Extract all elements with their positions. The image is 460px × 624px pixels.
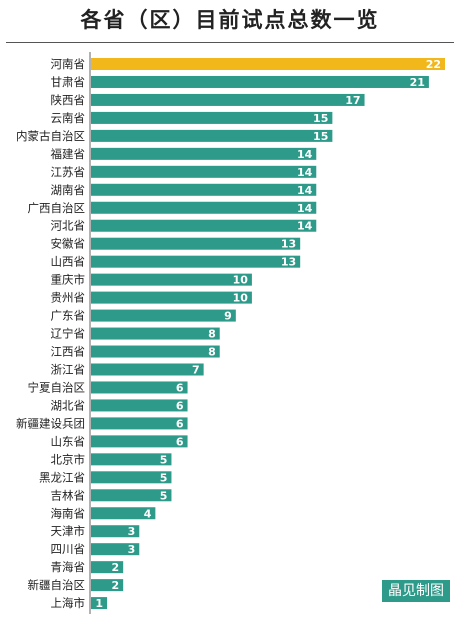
data-label: 6	[176, 399, 184, 412]
data-label: 4	[144, 507, 152, 520]
bar	[91, 363, 204, 376]
data-label: 22	[426, 58, 441, 71]
category-label: 重庆市	[51, 273, 86, 287]
bar	[91, 471, 172, 484]
data-label: 15	[313, 130, 328, 143]
category-label: 浙江省	[51, 362, 86, 376]
data-label: 5	[160, 471, 168, 484]
bar	[91, 381, 188, 394]
data-label: 2	[112, 561, 120, 574]
data-label: 5	[160, 489, 168, 502]
bar	[91, 597, 108, 610]
category-label: 贵州省	[51, 291, 86, 305]
bar	[91, 309, 236, 322]
data-label: 6	[176, 381, 184, 394]
data-label: 2	[112, 579, 120, 592]
bar	[91, 507, 156, 520]
category-label: 四川省	[51, 542, 86, 556]
bar	[91, 453, 172, 466]
category-label: 上海市	[51, 596, 86, 610]
data-label: 13	[281, 238, 296, 251]
category-label: 河南省	[51, 57, 86, 71]
chart-title: 各省（区）目前试点总数一览	[80, 8, 380, 32]
category-label: 宁夏自治区	[28, 380, 86, 394]
data-label: 14	[297, 202, 313, 215]
category-label: 江苏省	[51, 165, 86, 179]
bar	[91, 129, 333, 142]
credit-badge: 晶见制图	[382, 580, 450, 602]
bar	[91, 489, 172, 502]
data-label: 14	[297, 148, 313, 161]
category-label: 青海省	[51, 560, 86, 574]
bar	[91, 345, 220, 358]
bar	[91, 183, 317, 196]
data-label: 9	[224, 310, 232, 323]
data-label: 14	[297, 166, 313, 179]
data-label: 1	[95, 597, 103, 610]
category-label: 安徽省	[51, 237, 86, 251]
bar	[91, 579, 124, 592]
bar	[91, 525, 140, 538]
category-label: 广西自治区	[28, 201, 86, 215]
data-label: 10	[233, 274, 249, 287]
bar	[91, 93, 365, 106]
bar	[91, 237, 301, 250]
category-label: 湖北省	[51, 398, 86, 412]
category-label: 黑龙江省	[39, 470, 85, 484]
category-label: 云南省	[51, 111, 86, 125]
bar	[91, 273, 252, 286]
data-label: 15	[313, 112, 328, 125]
data-label: 17	[345, 94, 360, 107]
bar	[91, 201, 317, 214]
bar	[91, 75, 429, 88]
bar	[91, 58, 445, 70]
data-label: 13	[281, 256, 296, 269]
bar	[91, 543, 140, 556]
category-label: 山东省	[51, 434, 86, 448]
bar	[91, 291, 252, 304]
category-label: 山西省	[51, 255, 86, 269]
bar	[91, 255, 301, 268]
category-label: 河北省	[51, 219, 86, 233]
bar	[91, 147, 317, 160]
category-label: 内蒙古自治区	[16, 129, 85, 143]
category-label: 海南省	[51, 506, 86, 520]
category-label: 福建省	[51, 147, 86, 161]
data-label: 5	[160, 453, 168, 466]
data-label: 7	[192, 363, 200, 376]
category-label: 广东省	[51, 309, 86, 323]
data-label: 21	[410, 76, 425, 89]
category-label: 陕西省	[51, 93, 86, 107]
data-label: 6	[176, 417, 184, 430]
category-label: 辽宁省	[51, 327, 86, 341]
bar	[91, 435, 188, 448]
category-label: 甘肃省	[51, 75, 86, 89]
data-label: 6	[176, 435, 184, 448]
bar	[91, 327, 220, 340]
category-label: 吉林省	[51, 488, 86, 502]
category-label: 江西省	[51, 345, 86, 359]
bar	[91, 111, 333, 124]
category-label: 新疆自治区	[28, 578, 86, 592]
bar	[91, 561, 124, 574]
data-label: 14	[297, 220, 313, 233]
data-label: 8	[208, 346, 216, 359]
category-label: 湖南省	[51, 183, 86, 197]
data-label: 14	[297, 184, 313, 197]
bar	[91, 219, 317, 232]
category-label: 天津市	[51, 524, 86, 538]
bar	[91, 165, 317, 178]
data-label: 3	[128, 525, 136, 538]
data-label: 10	[233, 292, 249, 305]
data-label: 8	[208, 328, 216, 341]
bar	[91, 417, 188, 430]
title-divider	[6, 42, 454, 43]
category-label: 新疆建设兵团	[16, 416, 85, 430]
data-label: 3	[128, 543, 136, 556]
bar	[91, 399, 188, 412]
category-label: 北京市	[51, 452, 86, 466]
